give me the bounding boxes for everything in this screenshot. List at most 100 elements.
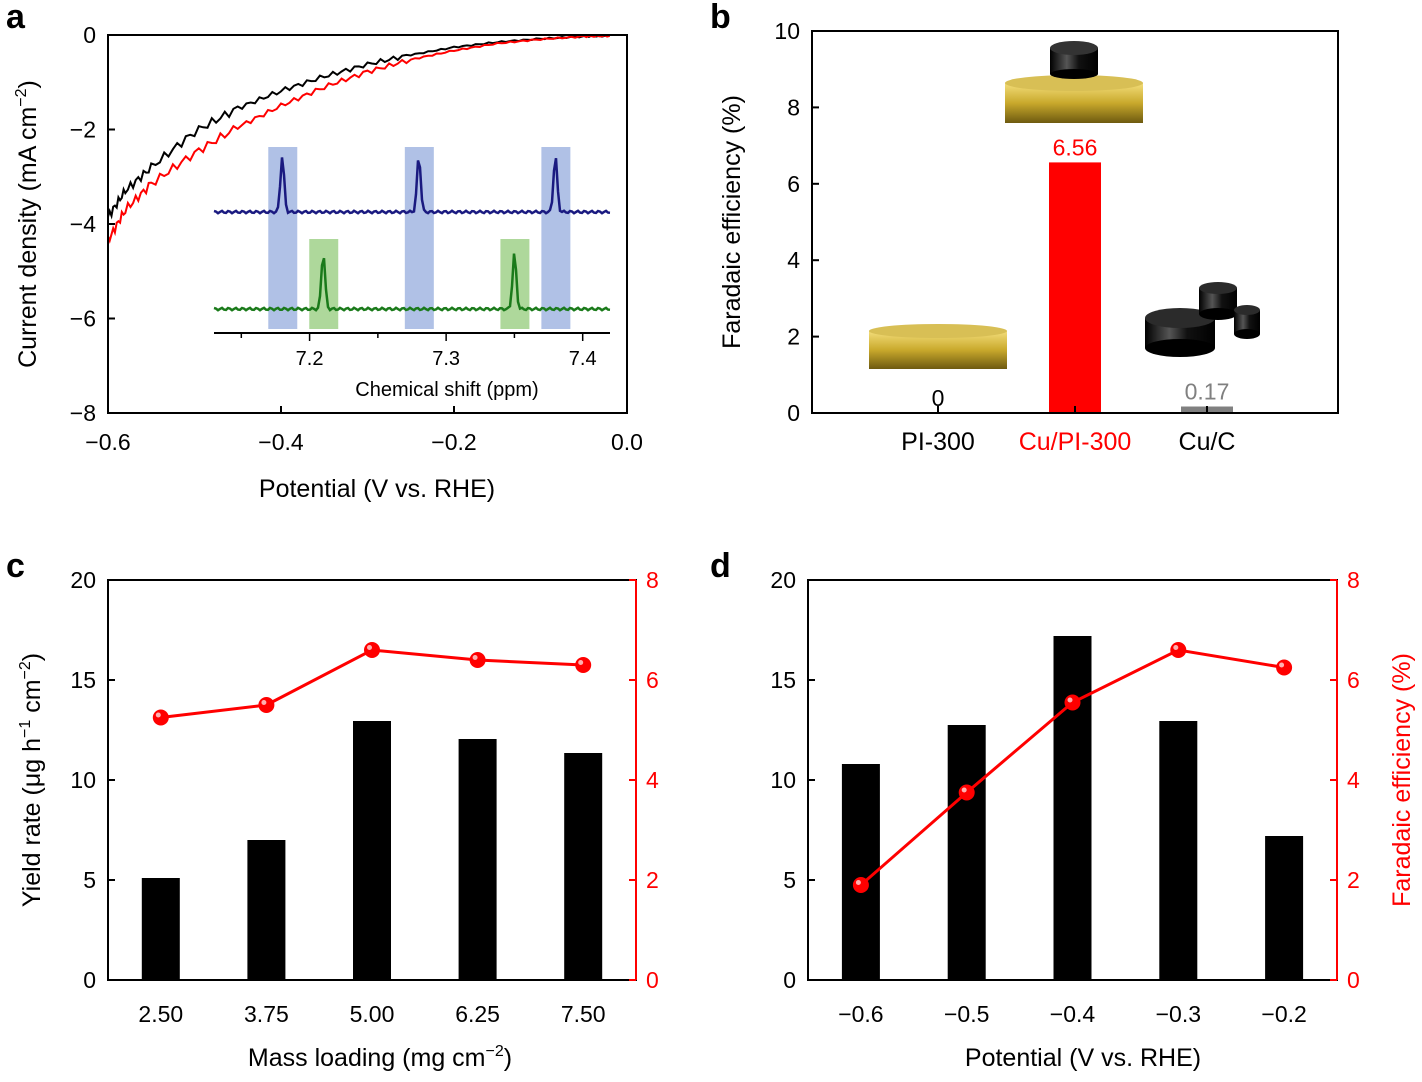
fe-point <box>958 784 975 801</box>
axis-ticks-b: 0 2 4 6 8 10 PI-300 Cu/PI-300 Cu/C <box>774 18 1235 456</box>
fe-point <box>152 709 169 726</box>
x-tick-label: 0.0 <box>611 429 643 455</box>
y2-tick-label: 2 <box>1347 867 1360 893</box>
fe-point-highlight <box>1067 697 1073 703</box>
y-tick-label: 8 <box>787 94 800 120</box>
y-tick-label: 15 <box>770 667 796 693</box>
x-tick-label: −0.2 <box>1261 1001 1306 1027</box>
panel-d: 0 5 10 15 20 0 2 4 6 8 −0.6 −0.5 −0.4 −0.3 −0.2 Potent… <box>770 567 1416 1072</box>
green-band <box>500 239 530 329</box>
fe-point-highlight <box>155 712 161 718</box>
panel-label-c: c <box>6 547 25 585</box>
blue-spectrum <box>213 157 611 215</box>
x-tick-label: −0.5 <box>944 1001 989 1027</box>
fe-point <box>852 877 869 893</box>
y-tick-label: 5 <box>83 867 96 893</box>
bar-value-label: 6.56 <box>1053 134 1098 160</box>
y-tick-label: −6 <box>70 306 96 332</box>
fe-point-highlight <box>855 880 861 885</box>
y-tick-label: −8 <box>70 400 96 426</box>
fe-point-highlight <box>1279 662 1285 668</box>
bar <box>1265 836 1304 980</box>
fe-point <box>575 657 592 673</box>
panel-label-b: b <box>710 0 731 36</box>
fe-line-d <box>852 642 1293 893</box>
y2-tick-label: 2 <box>646 867 659 893</box>
y2-tick-label: 0 <box>1347 967 1360 993</box>
panel-label-d: d <box>710 547 731 585</box>
inset-x-label: Chemical shift (ppm) <box>355 379 538 401</box>
x-tick-label: −0.4 <box>1050 1001 1096 1027</box>
inset-tick-label: 7.4 <box>569 348 597 370</box>
fe-point <box>258 697 275 713</box>
y2-tick-label: 6 <box>646 667 659 693</box>
y2-tick-label: 6 <box>1347 667 1360 693</box>
y-tick-label: 10 <box>774 18 800 44</box>
x-axis-label-c: Mass loading (mg cm−2) <box>248 1043 512 1072</box>
fe-point <box>469 652 486 668</box>
inset-tick-label: 7.2 <box>296 348 324 370</box>
x-tick-label: −0.6 <box>838 1001 883 1027</box>
x-tick-label: −0.4 <box>258 429 304 455</box>
series-black <box>107 34 610 220</box>
catalyst-illustration-cu-c <box>1145 282 1260 357</box>
catalyst-illustration-cu-pi300 <box>1005 41 1143 123</box>
fe-line-c <box>152 642 592 726</box>
bar <box>1049 162 1101 413</box>
y-tick-label: 10 <box>70 767 96 793</box>
y2-tick-label: 8 <box>1347 567 1360 593</box>
x-axis-label-a: Potential (V vs. RHE) <box>259 475 495 503</box>
fe-point <box>1276 659 1293 676</box>
fe-point <box>1170 642 1187 658</box>
y-tick-label: 0 <box>83 22 96 48</box>
y2-tick-label: 0 <box>646 967 659 993</box>
bars-d <box>841 636 1304 980</box>
x-tick-label: −0.6 <box>85 429 130 455</box>
green-spectrum <box>213 253 611 312</box>
axis-ticks-a: −0.6 −0.4 −0.2 0.0 0 −2 −4 −6 −8 <box>70 22 643 455</box>
x-tick-label: 2.50 <box>138 1001 183 1027</box>
y-axis-label-a: Current density (mA cm−2) <box>13 80 42 368</box>
y-tick-label: 20 <box>770 567 796 593</box>
x-category-label: Cu/C <box>1179 428 1236 456</box>
fe-point-highlight <box>261 700 267 705</box>
y2-axis-label-d: Faradaic efficiency (%) <box>1388 653 1416 907</box>
bar <box>1053 636 1092 980</box>
inset-tick-label: 7.3 <box>432 348 460 370</box>
blue-band <box>268 147 298 329</box>
x-axis-label-d: Potential (V vs. RHE) <box>965 1044 1201 1072</box>
bar-value-label: 0.17 <box>1185 379 1230 405</box>
x-category-label: Cu/PI-300 <box>1019 428 1132 456</box>
y-tick-label: 4 <box>787 247 800 273</box>
nmr-inset: 7.2 7.3 7.4 <box>213 157 611 370</box>
fe-line <box>160 648 584 719</box>
fe-point <box>364 642 380 658</box>
x-tick-label: 5.00 <box>350 1001 395 1027</box>
fe-point <box>1064 694 1081 711</box>
y-axis-label-b: Faradaic efficiency (%) <box>718 95 746 349</box>
polarization-curves <box>107 34 610 244</box>
y-tick-label: 6 <box>787 171 800 197</box>
y-tick-label: 15 <box>70 667 96 693</box>
y-tick-label: 5 <box>783 867 796 893</box>
blue-band <box>541 147 571 329</box>
y-tick-label: 0 <box>787 400 800 426</box>
y-tick-label: 20 <box>70 567 96 593</box>
x-tick-label: 7.50 <box>561 1001 606 1027</box>
bar <box>353 721 391 980</box>
fe-point-highlight <box>578 660 584 665</box>
y2-tick-label: 4 <box>1347 767 1360 793</box>
bars-b: 0 6.56 0.17 <box>932 134 1233 413</box>
blue-band <box>404 147 434 329</box>
x-category-label: PI-300 <box>901 428 975 456</box>
y-tick-label: 0 <box>83 967 96 993</box>
y-tick-label: 2 <box>787 324 800 350</box>
bar <box>947 725 986 980</box>
panel-b: 0 6.56 0.17 0 2 4 6 8 10 PI-300 Cu/PI-300 Cu/C Far… <box>718 18 1339 456</box>
substrate-illustration-pi300 <box>869 324 1007 369</box>
axis-ticks-d: 0 5 10 15 20 0 2 4 6 8 −0.6 −0.5 −0.4 −0.3 −0.2 <box>770 567 1360 1027</box>
y-tick-label: 0 <box>783 967 796 993</box>
bar <box>564 753 603 980</box>
y2-tick-label: 8 <box>646 567 659 593</box>
